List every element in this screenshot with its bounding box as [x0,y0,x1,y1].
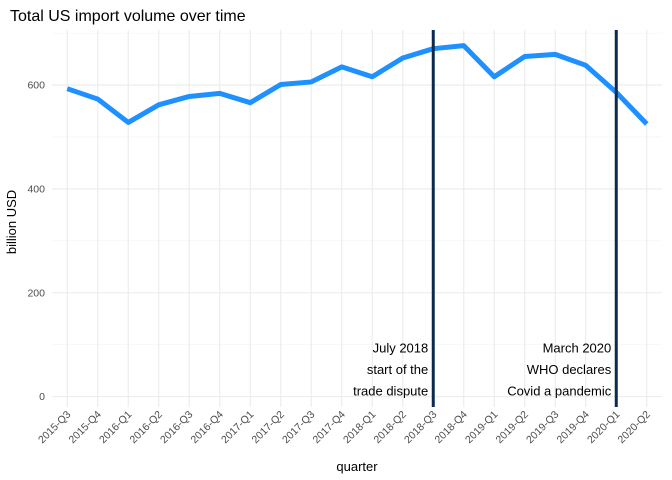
x-axis-ticks: 2015-Q32015-Q42016-Q12016-Q22016-Q32016-… [36,409,653,446]
x-tick-label: 2017-Q2 [249,409,286,446]
reference-line-label: March 2020 [543,341,612,356]
series-line [66,43,649,126]
x-tick-label: 2017-Q1 [219,409,256,446]
y-tick-label: 600 [27,80,45,92]
reference-line-label: WHO declares [527,362,612,377]
reference-lines: July 2018 start of the trade dispute March … [353,30,618,407]
reference-line-label: trade dispute [353,384,428,399]
reference-line-label: July 2018 [373,341,429,356]
x-tick-label: 2019-Q4 [554,409,591,446]
chart-title: Total US import volume over time [10,8,246,25]
x-tick-label: 2016-Q1 [97,409,134,446]
reference-line-label: Covid a pandemic [507,384,612,399]
x-tick-label: 2016-Q2 [127,409,164,446]
reference-line-label: start of the [367,362,428,377]
x-tick-label: 2019-Q1 [463,409,500,446]
y-tick-label: 400 [27,183,45,195]
grid [52,30,662,407]
x-tick-label: 2018-Q2 [371,409,408,446]
x-tick-label: 2018-Q3 [402,409,439,446]
x-tick-label: 2019-Q2 [493,409,530,446]
y-tick-label: 200 [27,287,45,299]
y-axis-ticks: 0 200 400 600 [27,80,45,404]
y-tick-label: 0 [39,391,45,403]
x-tick-label: 2015-Q4 [66,409,103,446]
x-tick-label: 2016-Q4 [188,409,225,446]
x-tick-label: 2016-Q3 [158,409,195,446]
x-tick-label: 2020-Q1 [585,409,622,446]
x-tick-label: 2019-Q3 [524,409,561,446]
x-tick-label: 2020-Q2 [615,409,652,446]
x-tick-label: 2017-Q4 [310,409,347,446]
x-tick-label: 2018-Q4 [432,409,469,446]
x-tick-label: 2018-Q1 [341,409,378,446]
y-axis-title: billion USD [4,190,19,254]
x-axis-title: quarter [336,459,378,474]
x-tick-label: 2015-Q3 [36,409,73,446]
x-tick-label: 2017-Q3 [280,409,317,446]
